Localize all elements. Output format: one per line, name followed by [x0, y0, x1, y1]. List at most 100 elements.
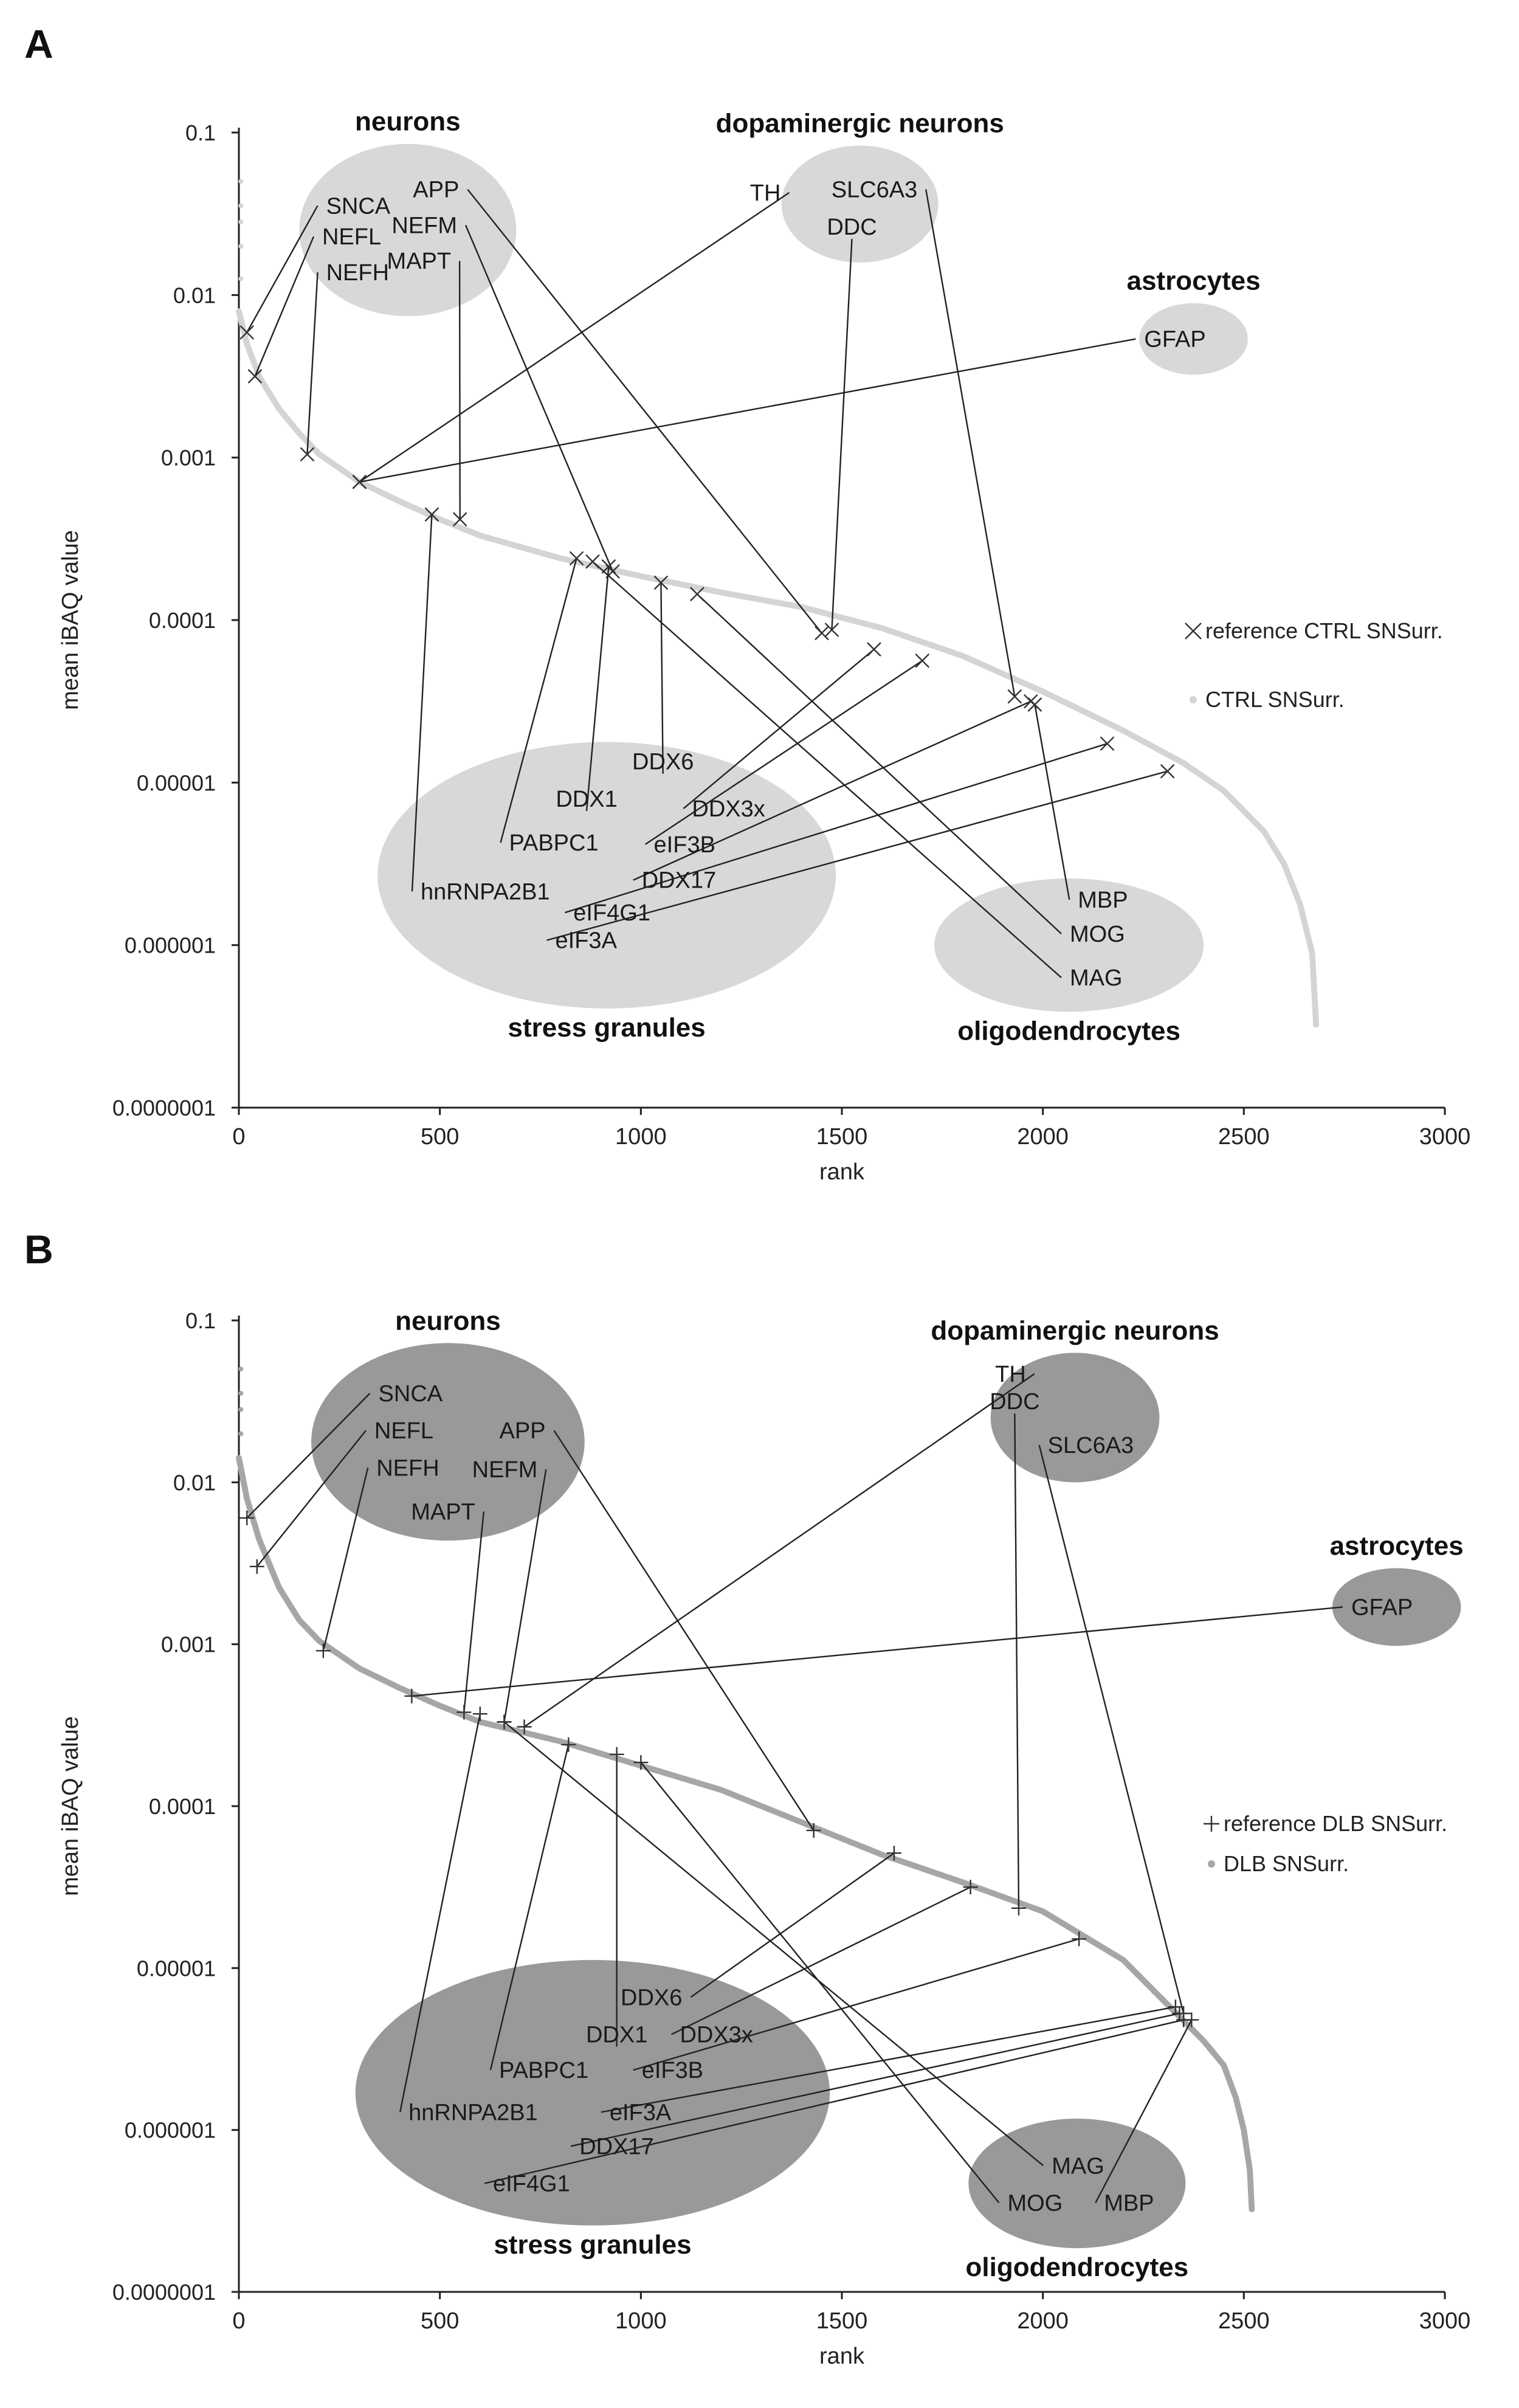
panel-b-connector-nefm: [503, 1469, 547, 1722]
panel-a-marker-nefl: [247, 369, 263, 384]
curve-point: [1313, 1021, 1320, 1028]
panel-a-y-axis-title: mean iBAQ value: [58, 530, 83, 710]
panel-a-connector-mog: [697, 593, 1062, 934]
panel-b-marker-snca: [239, 1510, 255, 1525]
panel-b-cluster-title: neurons: [395, 1306, 501, 1336]
panel-a-connector-app: [467, 188, 822, 634]
panel-a-x-tick-label: 0: [232, 1124, 245, 1150]
panel-a-connector-slc6a3: [925, 189, 1016, 697]
panel-a-marker-app: [815, 626, 829, 641]
panel-a-connector-mbp: [1034, 704, 1070, 900]
panel-a-cluster-title: stress granules: [508, 1013, 705, 1043]
panel-a-connector-hnrnpa2b1: [411, 514, 433, 892]
panel-a-connector-nefm: [464, 224, 614, 572]
panel-a-label-nefl: NEFL: [322, 224, 381, 250]
panel-b-cluster-title: dopaminergic neurons: [931, 1316, 1219, 1345]
panel-a-label-mbp: MBP: [1078, 888, 1128, 913]
panel-b-label-gfap: GFAP: [1351, 1595, 1413, 1620]
panel-b-connector-eif3a: [601, 2006, 1176, 2113]
panel-a-x-tick-label: 2000: [1017, 1124, 1069, 1150]
panel-a-cluster-astrocytes: [1139, 303, 1248, 375]
panel-a-marker-eif4g1: [1100, 736, 1115, 751]
curve-point: [1249, 2206, 1255, 2212]
panel-a-x-tick-label: 1000: [615, 1124, 667, 1150]
curve-point: [238, 244, 244, 249]
panel-b-x-axis-title: rank: [819, 2344, 865, 2369]
panel-a-connector-ddx6: [660, 582, 664, 774]
panel-b-label-slc6a3: SLC6A3: [1048, 1433, 1134, 1458]
panel-a-connector-snca: [246, 205, 319, 333]
panel-a-label-ddx6: DDX6: [632, 750, 694, 775]
panel-a-label-mapt: MAPT: [387, 249, 452, 274]
panel-b-marker-ddc: [1011, 1900, 1026, 1916]
panel-b-cluster-title: astrocytes: [1330, 1531, 1464, 1561]
panel-b-label-hnrnpa2b1: hnRNPA2B1: [408, 2100, 538, 2125]
panel-a-legend-marker-reference: [1185, 623, 1202, 640]
curve-point: [238, 219, 244, 225]
panel-b-y-tick-label: 0.000001: [125, 2118, 216, 2143]
panel-b-label-app: APP: [499, 1418, 545, 1444]
panel-a-marker-ddx6: [653, 575, 669, 590]
panel-b-connector-nefl: [256, 1430, 367, 1567]
panel-a-label-pabpc1: PABPC1: [509, 830, 598, 856]
panel-b-marker-eif3a: [1168, 1999, 1183, 2015]
panel-b-label-pabpc1: PABPC1: [499, 2058, 588, 2083]
panel-b-connector-eif3b: [633, 1938, 1080, 2071]
panel-a-marker-ddx1: [601, 559, 616, 574]
panel-b-label-ddx3x: DDX3x: [680, 2023, 753, 2048]
panel-b-marker-hnrnpa2b1: [472, 1706, 487, 1722]
panel-a-marker-mog: [690, 587, 704, 602]
panel-b-cluster-oligodendrocytes: [968, 2119, 1186, 2249]
panel-a-cluster-title: astrocytes: [1127, 266, 1261, 296]
panel-b-label-mag: MAG: [1052, 2153, 1104, 2179]
panel-a-connector-eif4g1: [564, 743, 1107, 914]
panel-b-connector-ddx3x: [671, 1886, 971, 2035]
panel-b-marker-nefl: [249, 1559, 264, 1574]
panel-a-connector-ddx3x: [683, 649, 875, 810]
panel-b-label-eif3a: eIF3A: [610, 2100, 672, 2125]
panel-b-label-mapt: MAPT: [411, 1499, 475, 1525]
panel-a-marker-hnrnpa2b1: [424, 507, 439, 522]
panel-a-label-nefh: NEFH: [326, 260, 389, 286]
panel-b-connector-mag: [503, 1721, 1044, 2167]
panel-b-x-tick-label: 1500: [816, 2308, 868, 2334]
panel-b-marker-eif3b: [1072, 1931, 1087, 1947]
panel-b-x-tick-label: 0: [232, 2308, 245, 2334]
panel-a-y-tick-label: 0.000001: [125, 933, 216, 958]
panel-a-cluster-dopaminergic-neurons: [781, 145, 939, 263]
panel-b-connector-app: [553, 1430, 815, 1831]
panel-a-cluster-oligodendrocytes: [934, 878, 1204, 1012]
panel-b-label-nefm: NEFM: [472, 1457, 538, 1483]
panel-b-marker-mbp: [1184, 2012, 1199, 2027]
panel-b-marker-mapt: [456, 1705, 472, 1720]
panel-b-cluster-title: oligodendrocytes: [966, 2252, 1189, 2282]
panel-a-connector-gfap: [359, 338, 1136, 483]
panel-b-connector-mbp: [1095, 2020, 1193, 2204]
panel-b-connector-mog: [640, 1762, 1000, 2204]
panel-b-connector-ddx6: [690, 1852, 895, 1998]
panel-a-x-tick-label: 1500: [816, 1124, 868, 1150]
panel-b-cluster-title: stress granules: [494, 2230, 691, 2260]
panel-b-connector-hnrnpa2b1: [399, 1713, 481, 2113]
panel-a-marker-ddx3x: [867, 642, 881, 657]
panel-b-marker-mog: [633, 1755, 649, 1770]
panel-a-label-slc6a3: SLC6A3: [832, 178, 918, 203]
panel-a-x-tick-label: 3000: [1419, 1124, 1471, 1150]
panel-b-y-tick-label: 0.00001: [137, 1956, 216, 1981]
panel-a-label-th: TH: [750, 181, 781, 206]
panel-a-marker-eif3a: [1160, 764, 1175, 779]
panel-a-marker-gfap: [352, 474, 367, 489]
panel-a-cluster-title: neurons: [355, 107, 461, 137]
panel-a-legend-marker-curve: [1190, 696, 1197, 703]
panel-a-connector-nefl: [254, 236, 315, 377]
panel-b-y-tick-label: 0.001: [161, 1632, 216, 1657]
panel-a-marker-mbp: [1027, 697, 1042, 712]
panel-b-x-tick-label: 1000: [615, 2308, 667, 2334]
panel-a-marker-ddc: [824, 623, 839, 637]
panel-b-label-th: TH: [995, 1362, 1026, 1387]
panel-a-y-tick-label: 0.0001: [149, 608, 216, 633]
panel-b-label-mbp: MBP: [1104, 2191, 1154, 2217]
panel-a-legend-label-reference: reference CTRL SNSurr.: [1205, 618, 1443, 643]
panel-a-marker-mag: [585, 554, 600, 569]
